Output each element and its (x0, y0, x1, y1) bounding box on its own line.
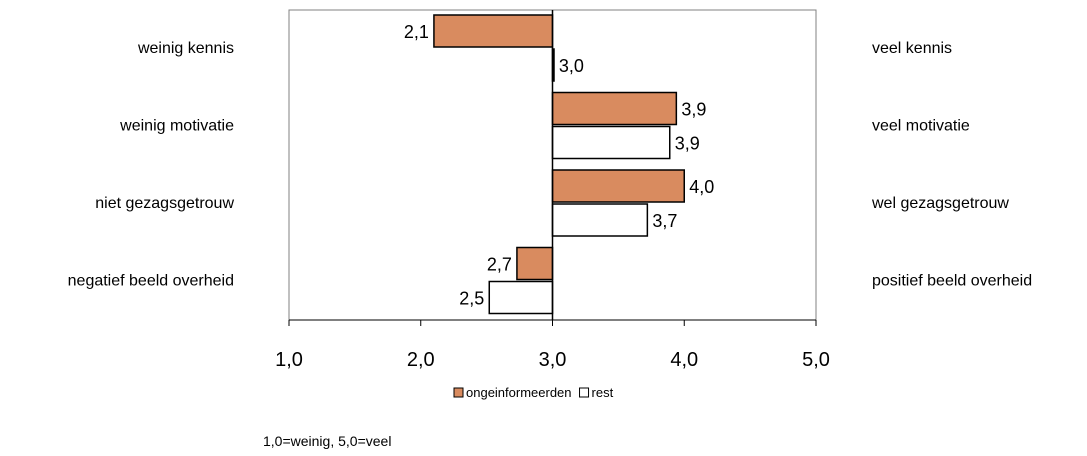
scale-note: 1,0=weinig, 5,0=veel (263, 433, 391, 449)
legend-swatch-ongeinformeerden (453, 387, 464, 398)
legend-label-rest: rest (592, 385, 614, 400)
category-labels-right: veel kennis veel motivatie wel gezagsgetro… (871, 40, 1032, 290)
legend-swatch-rest (579, 387, 590, 398)
x-tick-label: 3,0 (539, 349, 567, 371)
category-left-2: weinig motivatie (119, 118, 234, 135)
value-label-ongeinformeerden-4: 2,7 (487, 255, 512, 275)
value-label-rest-3: 3,7 (652, 211, 677, 231)
category-right-1: veel kennis (872, 40, 952, 57)
category-left-3: niet gezagsgetrouw (95, 195, 234, 212)
value-label-rest-4: 2,5 (459, 289, 484, 309)
legend: ongeinformeerden rest (453, 385, 614, 400)
x-tick-label: 2,0 (407, 349, 435, 371)
category-left-1: weinig kennis (137, 40, 234, 57)
x-axis: 1,0 2,0 3,0 4,0 5,0 (275, 319, 830, 371)
legend-label-ongeinformeerden: ongeinformeerden (466, 385, 572, 400)
value-label-ongeinformeerden-3: 4,0 (689, 177, 714, 197)
value-label-ongeinformeerden-2: 3,9 (681, 100, 706, 120)
value-label-ongeinformeerden-1: 2,1 (404, 22, 429, 42)
category-right-2: veel motivatie (872, 118, 970, 135)
bar-rest-4 (488, 280, 554, 315)
category-right-3: wel gezagsgetrouw (871, 195, 1009, 212)
bar-rest-3 (551, 203, 649, 237)
x-tick-label: 5,0 (802, 349, 830, 371)
bar-ongeinformeerden-1 (433, 14, 554, 48)
bar-ongeinformeerden-2 (551, 91, 678, 126)
bar-ongeinformeerden-3 (551, 169, 685, 203)
category-right-4: positief beeld overheid (872, 273, 1032, 290)
category-left-4: negatief beeld overheid (68, 273, 234, 290)
bar-ongeinformeerden-4 (516, 246, 554, 281)
bar-rest-2 (551, 125, 671, 160)
value-label-rest-2: 3,9 (675, 134, 700, 154)
x-tick-label: 1,0 (275, 349, 303, 371)
category-labels-left: weinig kennis weinig motivatie niet gezags… (68, 40, 235, 290)
value-label-rest-1: 3,0 (559, 56, 584, 76)
x-tick-label: 4,0 (670, 349, 698, 371)
